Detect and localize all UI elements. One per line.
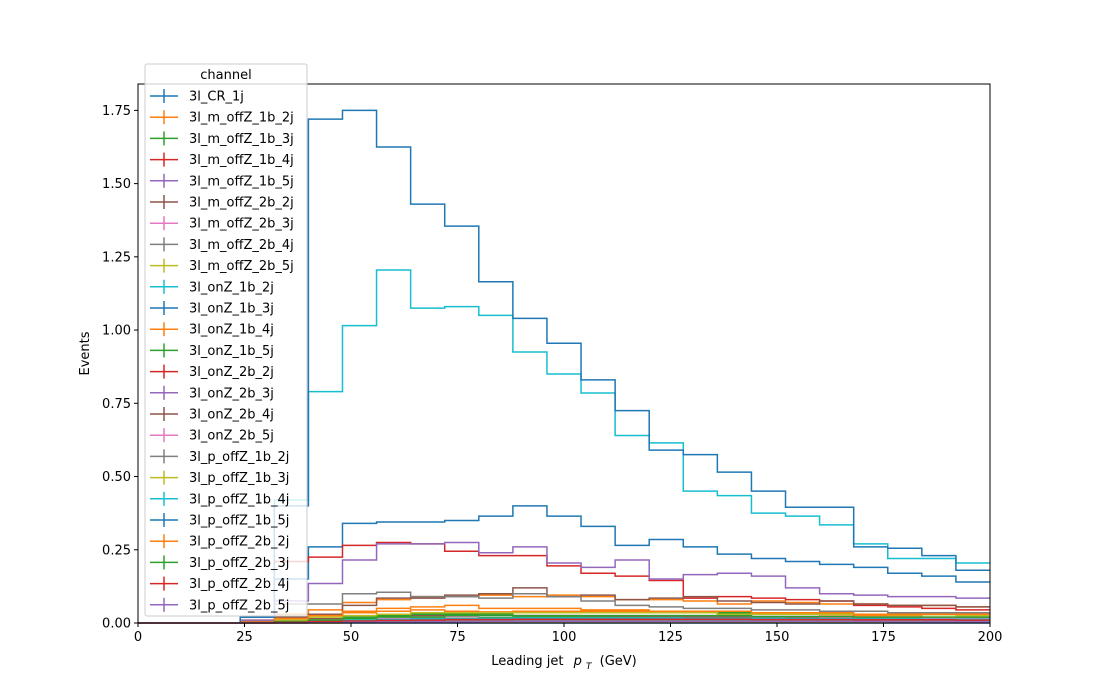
legend-item: 3l_m_offZ_1b_2j xyxy=(150,110,294,126)
legend-item: 3l_onZ_1b_4j xyxy=(150,322,274,338)
legend-label: 3l_onZ_2b_5j xyxy=(189,429,274,444)
legend-label: 3l_onZ_1b_5j xyxy=(189,344,274,359)
legend-item: 3l_onZ_2b_3j xyxy=(150,385,274,401)
x-tick-label: 125 xyxy=(658,630,683,645)
legend-item: 3l_p_offZ_2b_3j xyxy=(150,555,289,571)
legend-item: 3l_m_offZ_1b_5j xyxy=(150,173,294,189)
series-line-3l_p_offZ_1b_5j xyxy=(138,109,990,624)
legend-item: 3l_onZ_1b_5j xyxy=(150,343,274,359)
legend-item: 3l_m_offZ_2b_2j xyxy=(150,195,294,211)
x-axis-label-text: Leading jet xyxy=(491,654,563,669)
legend-item: 3l_p_offZ_2b_5j xyxy=(150,597,289,613)
legend-item: 3l_m_offZ_2b_5j xyxy=(150,258,294,274)
legend-item: 3l_onZ_2b_4j xyxy=(150,407,274,423)
legend-item: 3l_p_offZ_1b_2j xyxy=(150,449,289,465)
x-tick-label: 150 xyxy=(765,630,790,645)
legend-item: 3l_p_offZ_1b_5j xyxy=(150,513,289,529)
x-tick-label: 0 xyxy=(134,630,142,645)
series-line-3l_p_offZ_2b_3j xyxy=(138,614,990,624)
x-axis-label-math-sub: T xyxy=(586,662,593,672)
y-tick-label: 0.25 xyxy=(102,543,131,558)
series-line-3l_onZ_2b_4j xyxy=(138,587,990,624)
legend-item: 3l_onZ_2b_2j xyxy=(150,364,274,380)
legend-item: 3l_onZ_1b_3j xyxy=(150,301,274,317)
y-tick-label: 1.75 xyxy=(102,104,131,119)
legend-label: 3l_m_offZ_2b_3j xyxy=(189,217,294,232)
y-tick-label: 1.25 xyxy=(102,250,131,265)
legend-items: 3l_CR_1j 3l_m_offZ_1b_2j 3l_m_offZ_1b_3j 3l… xyxy=(150,89,294,613)
legend-item: 3l_p_offZ_2b_2j xyxy=(150,534,289,550)
legend-label: 3l_onZ_1b_2j xyxy=(189,280,274,295)
legend-label: 3l_onZ_2b_2j xyxy=(189,365,274,380)
legend-title: channel xyxy=(200,68,251,83)
legend-label: 3l_p_offZ_2b_4j xyxy=(189,577,289,592)
y-tick-label: 1.50 xyxy=(102,177,131,192)
x-axis-ticks: 0 25 50 75 100 125 150 175 200 xyxy=(134,623,1003,645)
y-tick-label: 1.00 xyxy=(102,324,131,339)
x-tick-label: 200 xyxy=(978,630,1003,645)
legend-item: 3l_onZ_2b_5j xyxy=(150,428,274,444)
legend-label: 3l_p_offZ_1b_3j xyxy=(189,471,289,486)
legend-item: 3l_p_offZ_2b_4j xyxy=(150,576,289,592)
y-tick-label: 0.75 xyxy=(102,397,131,412)
legend-item: 3l_m_offZ_1b_4j xyxy=(150,152,294,168)
x-tick-label: 175 xyxy=(871,630,896,645)
legend-label: 3l_m_offZ_1b_4j xyxy=(189,153,294,168)
y-tick-label: 0.00 xyxy=(102,617,131,632)
x-axis-label: Leading jet p T (GeV) xyxy=(491,654,636,673)
legend-box xyxy=(144,63,308,617)
legend-label: 3l_onZ_1b_3j xyxy=(189,302,274,317)
legend-item: 3l_m_offZ_2b_3j xyxy=(150,216,294,232)
series-line-3l_p_offZ_2b_2j xyxy=(138,604,990,624)
x-tick-label: 25 xyxy=(236,630,253,645)
legend: channel 3l_CR_1j 3l_m_offZ_1b_2j 3l_m_offZ… xyxy=(144,63,308,617)
x-tick-label: 50 xyxy=(343,630,360,645)
legend-item: 3l_m_offZ_2b_4j xyxy=(150,237,294,253)
legend-label: 3l_m_offZ_1b_2j xyxy=(189,111,294,126)
y-axis-label: Events xyxy=(78,331,93,375)
legend-label: 3l_onZ_2b_4j xyxy=(189,408,274,423)
legend-label: 3l_m_offZ_1b_3j xyxy=(189,132,294,147)
series-line-3l_onZ_2b_3j xyxy=(138,541,990,624)
legend-label: 3l_onZ_1b_4j xyxy=(189,323,274,338)
legend-label: 3l_onZ_2b_3j xyxy=(189,386,274,401)
x-tick-label: 75 xyxy=(449,630,466,645)
y-tick-label: 0.50 xyxy=(102,470,131,485)
legend-label: 3l_CR_1j xyxy=(189,90,244,105)
y-axis-ticks: 0.00 0.25 0.50 0.75 1.00 1.25 1.50 1.75 xyxy=(102,104,138,632)
legend-item: 3l_CR_1j xyxy=(150,89,244,105)
legend-label: 3l_m_offZ_2b_5j xyxy=(189,259,294,274)
legend-item: 3l_m_offZ_1b_3j xyxy=(150,131,294,147)
legend-label: 3l_m_offZ_2b_2j xyxy=(189,196,294,211)
legend-label: 3l_p_offZ_1b_5j xyxy=(189,514,289,529)
legend-label: 3l_m_offZ_1b_5j xyxy=(189,174,294,189)
legend-label: 3l_p_offZ_1b_2j xyxy=(189,450,289,465)
legend-label: 3l_p_offZ_1b_4j xyxy=(189,492,289,507)
legend-label: 3l_p_offZ_2b_5j xyxy=(189,598,289,613)
series-layer xyxy=(138,109,990,624)
legend-item: 3l_onZ_1b_2j xyxy=(150,279,274,295)
legend-item: 3l_p_offZ_1b_3j xyxy=(150,470,289,486)
legend-item: 3l_p_offZ_1b_4j xyxy=(150,491,289,507)
x-axis-label-math: p xyxy=(573,654,582,669)
x-tick-label: 100 xyxy=(552,630,577,645)
legend-label: 3l_p_offZ_2b_3j xyxy=(189,556,289,571)
legend-label: 3l_p_offZ_2b_2j xyxy=(189,535,289,550)
x-axis-label-unit: (GeV) xyxy=(600,654,637,669)
legend-label: 3l_m_offZ_2b_4j xyxy=(189,238,294,253)
